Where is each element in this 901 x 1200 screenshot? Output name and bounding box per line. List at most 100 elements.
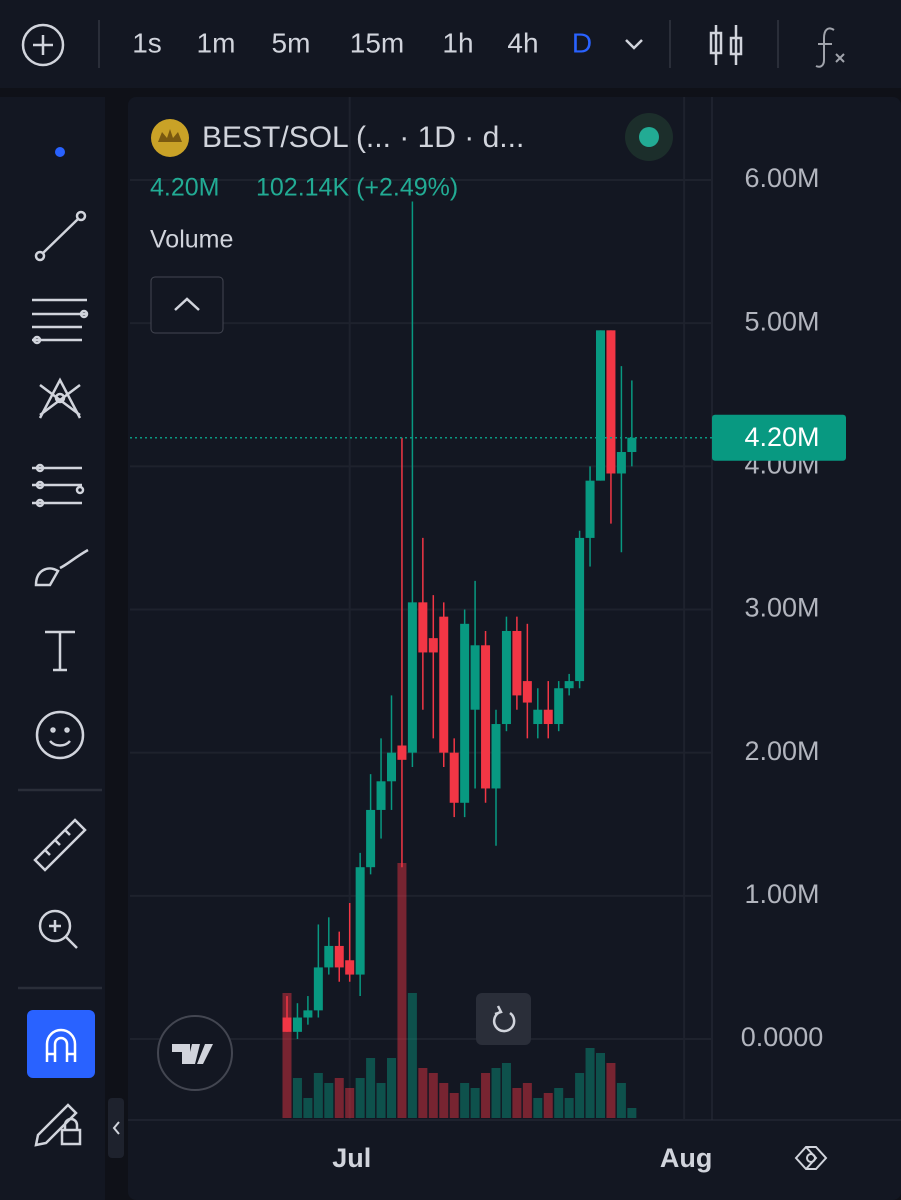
volume-bar	[585, 1048, 595, 1118]
trendline-tool[interactable]	[34, 210, 87, 262]
volume-bar	[439, 1083, 449, 1118]
volume-bar	[345, 1088, 355, 1118]
interval-dropdown[interactable]	[625, 39, 643, 50]
drawing-tools	[18, 147, 102, 1147]
volume-bar	[470, 1088, 480, 1118]
candle-body	[418, 602, 428, 653]
volume-bar	[512, 1088, 522, 1118]
volume-bar	[449, 1093, 459, 1118]
volume-bar	[376, 1083, 386, 1118]
candle-body	[292, 1017, 302, 1032]
ruler-tool[interactable]	[33, 818, 87, 872]
reset-icon	[492, 1005, 516, 1033]
volume-bar	[334, 1078, 344, 1118]
candle-body	[449, 752, 459, 803]
candle-body	[439, 616, 449, 753]
interval-button[interactable]: 5m	[272, 27, 311, 58]
reset-button[interactable]	[476, 993, 531, 1045]
last-price: 4.20M	[150, 174, 219, 202]
interval-group: 1s 1m 5m 15m 1h 4h D	[132, 27, 592, 58]
candle-body	[303, 1010, 313, 1018]
volume-bar	[491, 1068, 501, 1118]
top-bar	[0, 0, 901, 88]
volume-bar	[428, 1073, 438, 1118]
volume-bar	[543, 1093, 553, 1118]
candle-body	[533, 709, 543, 725]
candle-body	[470, 645, 480, 710]
interval-button[interactable]: 4h	[507, 27, 538, 58]
chart-type-button[interactable]	[709, 25, 743, 65]
volume-bar	[522, 1083, 532, 1118]
volume-bar	[387, 1058, 396, 1118]
symbol-title: BEST/SOL (... · 1D · d...	[202, 121, 524, 154]
candle-body	[481, 645, 491, 789]
indicators-button[interactable]	[815, 27, 845, 68]
volume-bar	[324, 1083, 334, 1118]
volume-bar	[355, 1078, 365, 1118]
tv-logo-mark	[172, 1044, 213, 1064]
y-tick-label: 2.00M	[744, 736, 819, 766]
y-tick-label: 3.00M	[744, 593, 819, 623]
price-label: 4.20M	[744, 422, 819, 452]
candle-body	[554, 688, 564, 725]
plot-area	[130, 97, 712, 1120]
text-tool[interactable]	[45, 630, 75, 672]
forecast-tool[interactable]	[32, 463, 85, 508]
y-tick-label: 5.00M	[744, 306, 819, 336]
volume-bar	[564, 1098, 574, 1118]
candle-body	[585, 480, 595, 538]
x-tick-label: Jul	[332, 1143, 371, 1173]
symbol-icon-crown	[158, 129, 182, 142]
volume-bar	[606, 1063, 616, 1118]
zoom-tool[interactable]	[38, 909, 78, 949]
volume-bar	[282, 993, 292, 1118]
volume-bar	[575, 1073, 585, 1118]
interval-button[interactable]: 15m	[350, 27, 404, 58]
candle-body	[282, 1017, 292, 1032]
volume-bar	[501, 1063, 511, 1118]
candle-body	[512, 630, 522, 696]
candle-body	[616, 452, 626, 474]
volume-bar	[313, 1073, 323, 1118]
lock-tool[interactable]	[34, 1103, 82, 1147]
interval-button[interactable]: D	[572, 27, 592, 58]
collapse-icon	[112, 1121, 120, 1135]
volume-bar	[418, 1068, 428, 1118]
collapse-legend[interactable]	[150, 276, 224, 334]
volume-bar	[533, 1098, 543, 1118]
volume-bar	[366, 1058, 376, 1118]
candle-body	[345, 960, 355, 975]
candle-body	[460, 623, 470, 803]
candle-body	[376, 781, 386, 810]
candle-body	[313, 967, 323, 1011]
candle-body	[627, 437, 637, 453]
candle-body	[501, 630, 511, 725]
settings-icon	[806, 1153, 816, 1163]
volume-bar	[397, 863, 407, 1118]
price-label-bg	[712, 414, 846, 461]
volume-bar	[616, 1083, 626, 1118]
candle-body	[491, 724, 501, 789]
candle-body	[596, 330, 605, 481]
magnet-button[interactable]	[27, 1010, 95, 1078]
candle-body	[428, 638, 438, 653]
pattern-tool[interactable]	[38, 377, 82, 419]
interval-button[interactable]: 1s	[132, 27, 162, 58]
volume-bar	[460, 1083, 470, 1118]
volume-bar	[292, 1078, 302, 1118]
add-button[interactable]	[21, 23, 65, 67]
interval-button[interactable]: 1h	[442, 27, 473, 58]
magnet-icon	[45, 1028, 77, 1062]
interval-button[interactable]: 1m	[197, 27, 236, 58]
candle-body	[407, 602, 417, 753]
candle-body	[564, 681, 574, 689]
brush-tool[interactable]	[34, 548, 89, 587]
collapse-legend-icon	[174, 297, 200, 311]
y-tick-label: 1.00M	[744, 879, 819, 909]
emoji-tool[interactable]	[35, 710, 85, 760]
fib-tool[interactable]	[32, 298, 89, 345]
candle-body	[397, 745, 407, 760]
toolbar-collapse[interactable]	[108, 1098, 124, 1158]
